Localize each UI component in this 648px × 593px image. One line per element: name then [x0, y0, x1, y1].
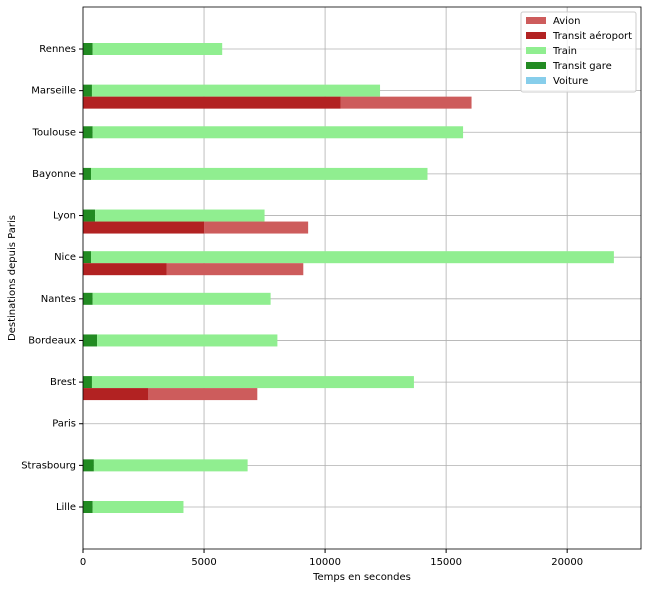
bar [204, 221, 309, 234]
bar [148, 388, 258, 401]
y-tick-label: Nantes [41, 294, 76, 305]
bar [83, 84, 92, 97]
bar [83, 209, 96, 222]
legend-swatch [526, 32, 546, 39]
y-tick-label: Marseille [31, 86, 76, 97]
bar [92, 292, 271, 305]
bar [91, 84, 381, 97]
bar [83, 96, 341, 109]
y-tick-label: Bordeaux [28, 335, 76, 346]
bar [83, 43, 93, 55]
x-tick-label: 20000 [551, 557, 583, 568]
y-tick-label: Toulouse [32, 127, 76, 138]
legend-swatch [526, 17, 546, 24]
bar [83, 126, 93, 139]
y-tick-label: Lille [56, 502, 76, 513]
x-axis-label: Temps en secondes [312, 572, 411, 583]
legend-box [520, 11, 637, 93]
y-tick-label: Rennes [39, 44, 76, 55]
bar [91, 376, 414, 389]
y-tick-label: Lyon [53, 211, 76, 222]
bar [83, 459, 94, 472]
legend-swatch [526, 47, 546, 54]
x-tick-label: 5000 [191, 557, 216, 568]
bar [83, 334, 98, 347]
legend-label: Voiture [553, 76, 588, 87]
legend-label: Transit gare [552, 61, 612, 72]
y-axis-label: Destinations depuis Paris [7, 215, 18, 341]
x-tick-label: 10000 [309, 557, 341, 568]
bar [83, 251, 91, 264]
bar [92, 501, 184, 513]
y-tick-label: Brest [50, 377, 76, 388]
bar [95, 209, 265, 222]
bar [90, 167, 428, 180]
plot-frame [82, 6, 642, 550]
y-tick-label: Strasbourg [21, 460, 76, 471]
bar [92, 43, 223, 55]
legend-label: Avion [553, 16, 580, 27]
bar [83, 167, 91, 180]
y-tick-label: Paris [52, 419, 76, 430]
bar [166, 263, 304, 276]
bar [90, 251, 614, 264]
bar [83, 221, 205, 234]
bar [97, 334, 278, 347]
bar [83, 376, 92, 389]
legend-swatch [526, 62, 546, 69]
legend-label: Transit aéroport [552, 30, 632, 42]
bar [83, 263, 167, 276]
x-tick-label: 0 [80, 557, 86, 568]
bar [83, 388, 149, 401]
legend-label: Train [552, 46, 577, 57]
bar [83, 501, 93, 513]
bar [93, 459, 248, 472]
bar [92, 126, 464, 139]
y-tick-label: Bayonne [32, 169, 76, 180]
bar [83, 292, 93, 305]
legend-swatch [526, 77, 546, 84]
x-tick-label: 15000 [430, 557, 462, 568]
y-tick-label: Nice [54, 252, 76, 263]
bar [340, 96, 472, 109]
